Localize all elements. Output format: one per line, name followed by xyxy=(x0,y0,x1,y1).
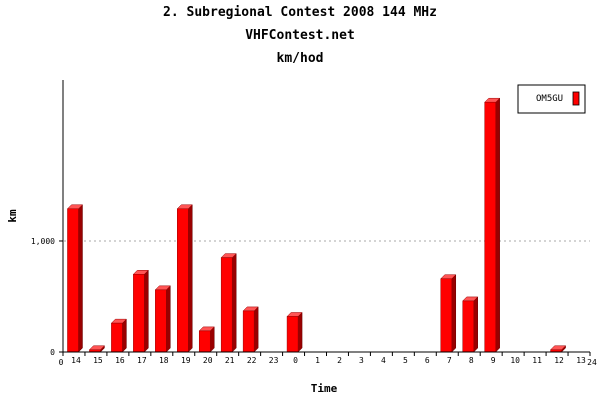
x-tick-label: 10 xyxy=(510,356,520,365)
bar xyxy=(132,269,149,353)
bar-front xyxy=(440,278,453,353)
y-tick-label: 0 xyxy=(50,348,55,357)
x-tick-label: 18 xyxy=(159,356,169,365)
bar-front xyxy=(220,257,233,353)
bar xyxy=(176,204,193,353)
x-tick-label: 4 xyxy=(381,356,386,365)
x-tick-label: 13 xyxy=(576,356,586,365)
x-range-label-start: 0 xyxy=(59,358,64,367)
bar-side xyxy=(473,296,478,353)
x-tick-label: 22 xyxy=(247,356,257,365)
bars-layer xyxy=(66,97,567,353)
bar-front xyxy=(484,101,496,353)
bar xyxy=(88,345,106,353)
chart-subtitle: VHFContest.net xyxy=(245,28,355,43)
legend-swatch-om5gu xyxy=(572,91,580,106)
legend-label-om5gu: OM5GU xyxy=(536,94,563,104)
bar xyxy=(484,97,501,353)
bar xyxy=(440,274,457,353)
bar-side xyxy=(166,285,171,353)
x-tick-label: 16 xyxy=(115,356,125,365)
x-axis-label: Time xyxy=(311,382,338,395)
x-tick-label: 12 xyxy=(554,356,564,365)
legend: OM5GU xyxy=(517,84,586,114)
bar-front xyxy=(198,330,211,353)
bar xyxy=(220,253,237,353)
bar-front xyxy=(133,274,145,353)
bar-side xyxy=(253,306,259,353)
x-tick-label: 5 xyxy=(403,356,408,365)
x-range-label-end: 24 xyxy=(587,358,597,367)
bar-side xyxy=(209,326,215,353)
chart-unit-subtitle: km/hod xyxy=(276,51,324,66)
bar-side xyxy=(231,253,237,353)
x-tick-label: 2 xyxy=(337,356,342,365)
bar xyxy=(198,326,215,353)
bar-side xyxy=(188,204,193,353)
bar-side xyxy=(297,311,303,353)
bar-side xyxy=(122,318,127,353)
bar xyxy=(286,311,303,353)
bar xyxy=(462,296,479,353)
bar-front xyxy=(462,300,474,353)
bar-side xyxy=(495,97,500,353)
chart-title: 2. Subregional Contest 2008 144 MHz xyxy=(163,5,437,20)
y-axis-label: km xyxy=(6,209,19,223)
bar-front xyxy=(242,310,255,353)
bar-side xyxy=(451,274,457,353)
bar-front xyxy=(67,208,79,353)
bar-front xyxy=(177,208,189,353)
x-tick-label: 23 xyxy=(269,356,279,365)
x-tick-label: 15 xyxy=(93,356,103,365)
x-tick-label: 9 xyxy=(491,356,496,365)
bar-side xyxy=(78,204,83,353)
bar xyxy=(242,306,259,353)
x-tick-label: 1 xyxy=(315,356,320,365)
x-tick-label: 3 xyxy=(359,356,364,365)
bar-front xyxy=(111,322,123,353)
bar-side xyxy=(144,269,149,353)
bar-front xyxy=(286,316,299,353)
x-tick-label: 21 xyxy=(225,356,235,365)
bar xyxy=(549,345,567,353)
x-tick-label: 17 xyxy=(137,356,147,365)
bar-front xyxy=(155,289,167,353)
x-tick-label: 19 xyxy=(181,356,191,365)
y-tick-label: 1,000 xyxy=(31,237,55,246)
x-tick-label: 0 xyxy=(293,356,298,365)
x-tick-label: 20 xyxy=(203,356,213,365)
bar xyxy=(154,285,171,353)
x-tick-label: 11 xyxy=(532,356,542,365)
bar xyxy=(66,204,84,353)
x-tick-label: 8 xyxy=(469,356,474,365)
x-tick-label: 7 xyxy=(447,356,452,365)
bar xyxy=(110,318,127,353)
x-tick-label: 6 xyxy=(425,356,430,365)
x-tick-label: 14 xyxy=(71,356,81,365)
